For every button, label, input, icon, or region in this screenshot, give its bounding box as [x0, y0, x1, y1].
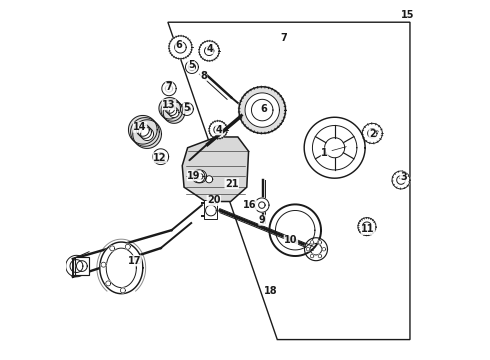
Polygon shape: [133, 120, 161, 148]
Text: 8: 8: [200, 71, 207, 81]
Text: 7: 7: [280, 33, 287, 42]
Polygon shape: [136, 123, 149, 136]
Polygon shape: [106, 281, 111, 286]
Polygon shape: [318, 254, 322, 258]
Polygon shape: [304, 117, 365, 178]
Polygon shape: [110, 246, 115, 251]
Text: 2: 2: [369, 129, 376, 139]
Polygon shape: [165, 103, 175, 113]
Polygon shape: [205, 176, 213, 183]
Polygon shape: [239, 87, 286, 133]
Polygon shape: [255, 198, 269, 212]
Text: 6: 6: [175, 40, 182, 50]
Polygon shape: [397, 176, 405, 184]
Polygon shape: [192, 170, 205, 183]
Text: 3: 3: [400, 172, 407, 182]
Polygon shape: [167, 105, 177, 116]
Polygon shape: [161, 100, 183, 121]
Polygon shape: [194, 170, 207, 183]
Text: 20: 20: [207, 195, 220, 206]
Polygon shape: [169, 108, 179, 118]
Polygon shape: [310, 240, 314, 244]
Polygon shape: [259, 202, 265, 208]
Polygon shape: [358, 218, 376, 235]
Text: 19: 19: [187, 171, 201, 181]
Text: 12: 12: [153, 153, 167, 163]
Polygon shape: [153, 149, 169, 165]
Text: 13: 13: [162, 100, 176, 110]
Polygon shape: [101, 262, 106, 267]
Polygon shape: [121, 288, 125, 293]
Polygon shape: [66, 255, 87, 277]
Text: 17: 17: [128, 256, 141, 266]
Polygon shape: [205, 205, 216, 216]
FancyBboxPatch shape: [204, 200, 218, 220]
Polygon shape: [245, 93, 279, 127]
Text: 14: 14: [133, 122, 147, 132]
Polygon shape: [159, 98, 180, 119]
Polygon shape: [128, 116, 157, 144]
Polygon shape: [209, 195, 218, 204]
Text: 15: 15: [401, 10, 415, 20]
Polygon shape: [214, 126, 222, 134]
Polygon shape: [324, 138, 344, 158]
Polygon shape: [169, 36, 192, 59]
Polygon shape: [182, 137, 248, 202]
Text: 10: 10: [284, 235, 297, 245]
Text: 6: 6: [261, 104, 268, 114]
Polygon shape: [322, 247, 326, 251]
Polygon shape: [196, 174, 201, 179]
Polygon shape: [270, 204, 321, 256]
Polygon shape: [362, 123, 382, 143]
Polygon shape: [368, 129, 377, 138]
Polygon shape: [304, 238, 327, 261]
Polygon shape: [141, 128, 153, 140]
Polygon shape: [136, 259, 141, 264]
Polygon shape: [131, 118, 159, 146]
Text: 4: 4: [206, 44, 213, 54]
Text: 18: 18: [264, 286, 278, 296]
Polygon shape: [186, 60, 198, 73]
Text: 1: 1: [321, 148, 328, 158]
Polygon shape: [306, 247, 310, 251]
FancyBboxPatch shape: [74, 257, 89, 275]
Polygon shape: [76, 261, 87, 271]
Polygon shape: [197, 174, 203, 179]
Text: 16: 16: [243, 200, 256, 210]
Polygon shape: [175, 41, 186, 53]
Polygon shape: [100, 242, 143, 294]
Text: 11: 11: [361, 225, 375, 234]
Polygon shape: [199, 41, 219, 61]
Text: 9: 9: [259, 215, 266, 225]
Polygon shape: [162, 81, 176, 96]
Polygon shape: [163, 102, 185, 123]
Text: 5: 5: [188, 60, 195, 70]
Polygon shape: [318, 240, 322, 244]
Polygon shape: [139, 126, 151, 138]
Text: 7: 7: [166, 82, 172, 93]
Text: 4: 4: [216, 125, 222, 135]
Polygon shape: [310, 254, 314, 258]
Text: 5: 5: [183, 103, 190, 113]
Polygon shape: [204, 46, 214, 55]
Polygon shape: [180, 103, 194, 116]
Polygon shape: [392, 171, 410, 189]
Polygon shape: [209, 121, 227, 139]
Text: 21: 21: [225, 179, 239, 189]
Polygon shape: [125, 244, 130, 249]
